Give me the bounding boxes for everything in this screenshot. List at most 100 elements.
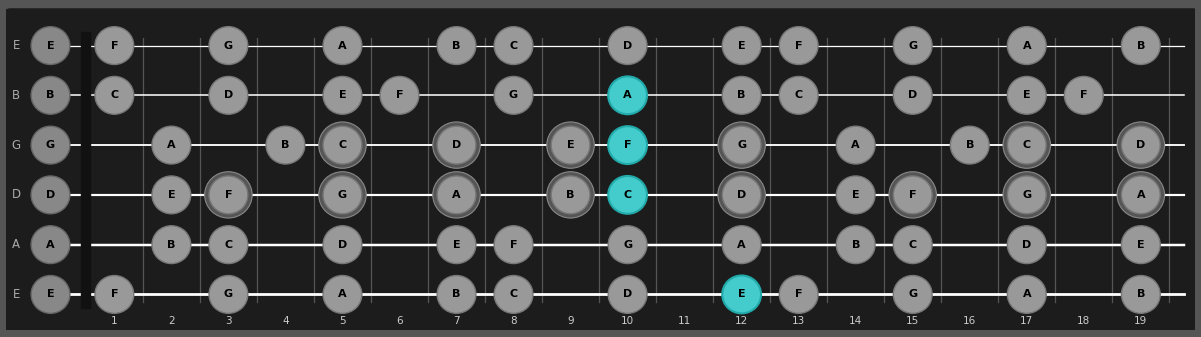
Ellipse shape bbox=[494, 276, 533, 313]
Text: D: D bbox=[337, 240, 347, 250]
Ellipse shape bbox=[1122, 27, 1160, 64]
Text: A: A bbox=[1022, 40, 1032, 51]
Text: 9: 9 bbox=[567, 316, 574, 326]
Ellipse shape bbox=[894, 176, 932, 214]
Text: D: D bbox=[1136, 140, 1146, 150]
Text: G: G bbox=[908, 40, 918, 51]
Ellipse shape bbox=[31, 27, 70, 64]
Ellipse shape bbox=[494, 226, 533, 264]
Ellipse shape bbox=[1008, 76, 1046, 114]
Text: 17: 17 bbox=[1020, 316, 1033, 326]
Text: A: A bbox=[167, 140, 175, 150]
Ellipse shape bbox=[318, 122, 366, 168]
Text: G: G bbox=[509, 90, 518, 100]
Text: A: A bbox=[453, 190, 461, 200]
Ellipse shape bbox=[1008, 126, 1046, 164]
Text: C: C bbox=[225, 240, 233, 250]
Ellipse shape bbox=[95, 76, 133, 114]
Ellipse shape bbox=[546, 122, 594, 168]
Ellipse shape bbox=[1122, 126, 1160, 164]
Text: 11: 11 bbox=[679, 316, 692, 326]
Ellipse shape bbox=[323, 76, 362, 114]
Text: E: E bbox=[737, 289, 746, 299]
Ellipse shape bbox=[1122, 176, 1160, 214]
Ellipse shape bbox=[1117, 172, 1165, 218]
Ellipse shape bbox=[437, 27, 476, 64]
Ellipse shape bbox=[323, 126, 362, 164]
Text: 4: 4 bbox=[282, 316, 288, 326]
Ellipse shape bbox=[204, 172, 252, 218]
Ellipse shape bbox=[722, 226, 761, 264]
Ellipse shape bbox=[31, 226, 70, 264]
Ellipse shape bbox=[608, 276, 647, 313]
Ellipse shape bbox=[1008, 27, 1046, 64]
Ellipse shape bbox=[1008, 276, 1046, 313]
Ellipse shape bbox=[1008, 226, 1046, 264]
Text: E: E bbox=[12, 39, 20, 52]
Text: F: F bbox=[110, 40, 118, 51]
Ellipse shape bbox=[267, 126, 305, 164]
Ellipse shape bbox=[95, 27, 133, 64]
Ellipse shape bbox=[836, 176, 876, 214]
Text: 6: 6 bbox=[396, 316, 402, 326]
Text: D: D bbox=[737, 190, 746, 200]
Ellipse shape bbox=[894, 276, 932, 313]
Text: B: B bbox=[852, 240, 860, 250]
Text: F: F bbox=[110, 289, 118, 299]
Ellipse shape bbox=[323, 27, 362, 64]
Text: 16: 16 bbox=[963, 316, 976, 326]
Ellipse shape bbox=[779, 276, 818, 313]
Ellipse shape bbox=[718, 122, 765, 168]
Ellipse shape bbox=[779, 27, 818, 64]
Bar bbox=[82, 32, 90, 308]
Ellipse shape bbox=[1122, 226, 1160, 264]
Ellipse shape bbox=[437, 126, 476, 164]
Text: G: G bbox=[46, 140, 55, 150]
Text: F: F bbox=[795, 289, 802, 299]
Text: 19: 19 bbox=[1134, 316, 1147, 326]
Text: D: D bbox=[452, 140, 461, 150]
Text: 15: 15 bbox=[906, 316, 919, 326]
Text: 5: 5 bbox=[339, 316, 346, 326]
Ellipse shape bbox=[546, 172, 594, 218]
Ellipse shape bbox=[722, 126, 761, 164]
Text: E: E bbox=[12, 288, 20, 301]
Ellipse shape bbox=[718, 172, 765, 218]
Text: A: A bbox=[46, 240, 55, 250]
Ellipse shape bbox=[1117, 122, 1165, 168]
Ellipse shape bbox=[1122, 276, 1160, 313]
Text: C: C bbox=[339, 140, 347, 150]
Ellipse shape bbox=[608, 27, 647, 64]
Text: E: E bbox=[47, 289, 54, 299]
Ellipse shape bbox=[779, 76, 818, 114]
Text: A: A bbox=[737, 240, 746, 250]
Text: D: D bbox=[46, 190, 55, 200]
Text: D: D bbox=[1022, 240, 1032, 250]
Text: 13: 13 bbox=[791, 316, 806, 326]
Text: F: F bbox=[225, 190, 232, 200]
Ellipse shape bbox=[323, 176, 362, 214]
Text: A: A bbox=[1136, 190, 1145, 200]
Ellipse shape bbox=[608, 226, 647, 264]
Text: G: G bbox=[223, 40, 233, 51]
Text: A: A bbox=[852, 140, 860, 150]
Text: B: B bbox=[453, 40, 461, 51]
Text: B: B bbox=[737, 90, 746, 100]
Ellipse shape bbox=[836, 126, 876, 164]
Text: B: B bbox=[453, 289, 461, 299]
Ellipse shape bbox=[494, 27, 533, 64]
Ellipse shape bbox=[323, 276, 362, 313]
Ellipse shape bbox=[31, 76, 70, 114]
Text: 3: 3 bbox=[225, 316, 232, 326]
Text: 7: 7 bbox=[453, 316, 460, 326]
Ellipse shape bbox=[494, 76, 533, 114]
Ellipse shape bbox=[209, 226, 247, 264]
Text: D: D bbox=[223, 90, 233, 100]
Ellipse shape bbox=[380, 76, 419, 114]
Text: E: E bbox=[1023, 90, 1030, 100]
Ellipse shape bbox=[889, 172, 937, 218]
Text: C: C bbox=[509, 40, 518, 51]
Text: G: G bbox=[223, 289, 233, 299]
Text: B: B bbox=[281, 140, 289, 150]
Text: F: F bbox=[396, 90, 404, 100]
